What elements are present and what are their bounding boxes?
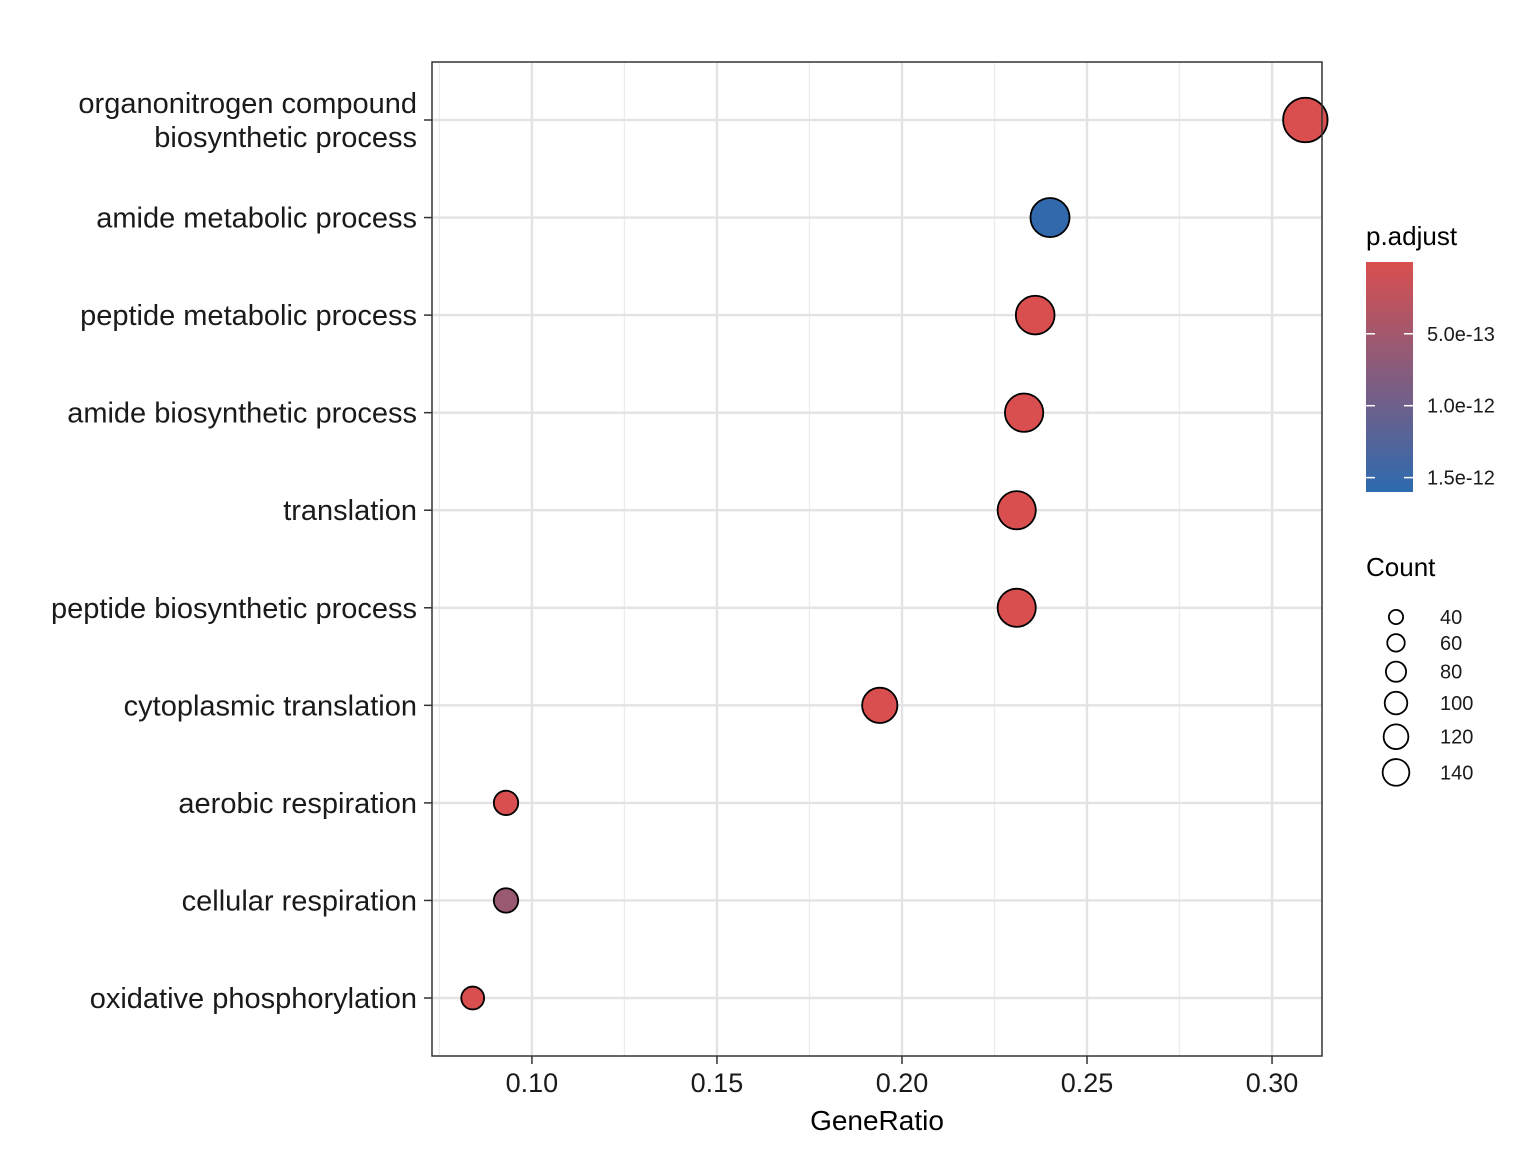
size-legend-label: 120 (1440, 727, 1473, 749)
color-legend-ticks: 5.0e-13 1.0e-12 1.5e-12 (1366, 324, 1495, 490)
size-legend-label: 140 (1440, 762, 1473, 784)
size-legend-label: 60 (1440, 633, 1462, 655)
size-legend-key (1386, 633, 1406, 653)
y-tick-label: translation (283, 495, 417, 527)
color-legend-label: 5.0e-13 (1427, 324, 1495, 346)
y-tick-label: organonitrogen compound (78, 88, 417, 120)
x-tick-label: 0.30 (1246, 1068, 1299, 1098)
x-tick-label: 0.20 (876, 1068, 929, 1098)
data-point (1004, 392, 1045, 433)
data-point (1282, 96, 1329, 144)
data-point (861, 686, 899, 724)
color-legend-label: 1.0e-12 (1427, 396, 1495, 418)
gridlines (432, 62, 1322, 1056)
size-legend-title: Count (1366, 552, 1436, 582)
size-legend-label: 100 (1440, 693, 1473, 715)
y-tick-label: peptide biosynthetic process (51, 593, 417, 625)
y-tick-label: oxidative phosphorylation (90, 983, 417, 1015)
size-legend-key (1383, 690, 1409, 716)
data-point (492, 887, 520, 914)
x-axis-title: GeneRatio (810, 1105, 944, 1136)
size-legend-label: 40 (1440, 607, 1462, 629)
size-legend-entries: 40 60 80 100 120 140 (1381, 607, 1473, 787)
x-tick-label: 0.15 (691, 1068, 744, 1098)
size-legend-key (1382, 723, 1410, 750)
data-points (460, 96, 1329, 1011)
data-point (460, 985, 486, 1011)
plot-panel-border (431, 61, 1323, 1057)
y-tick-label: cellular respiration (182, 885, 417, 917)
y-tick-label: aerobic respiration (178, 788, 417, 820)
data-point (1014, 294, 1056, 336)
color-legend-bar (1366, 262, 1413, 492)
size-legend-key (1387, 608, 1405, 626)
data-point (492, 789, 520, 816)
data-point (1029, 197, 1071, 238)
size-legend-key (1381, 758, 1411, 787)
x-tick-label: 0.25 (1061, 1068, 1114, 1098)
color-legend: p.adjust 5.0e-13 1.0e-12 1.5e-12 (1366, 221, 1495, 492)
y-tick-label: amide biosynthetic process (67, 398, 417, 430)
x-axis: 0.10 0.15 0.20 0.25 0.30 (506, 1056, 1299, 1098)
data-point (996, 490, 1037, 531)
size-legend-key (1385, 660, 1407, 683)
size-legend-label: 80 (1440, 662, 1462, 684)
color-legend-label: 1.5e-12 (1427, 468, 1495, 490)
x-tick-label: 0.10 (506, 1068, 559, 1098)
color-legend-title: p.adjust (1366, 221, 1458, 251)
size-legend: Count 40 60 80 100 120 140 (1366, 552, 1473, 787)
y-tick-label: amide metabolic process (96, 203, 417, 235)
y-tick-label: biosynthetic process (154, 122, 417, 154)
y-tick-label: cytoplasmic translation (124, 690, 417, 722)
y-tick-label: peptide metabolic process (80, 300, 417, 332)
data-point (996, 587, 1037, 628)
